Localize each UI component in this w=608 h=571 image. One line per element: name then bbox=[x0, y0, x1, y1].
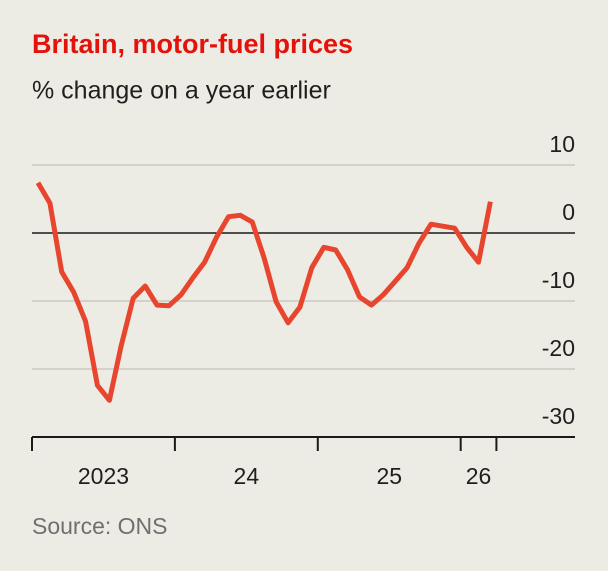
chart-title: Britain, motor-fuel prices bbox=[32, 29, 353, 59]
x-tick-label: 25 bbox=[376, 463, 402, 489]
y-tick-label: -20 bbox=[542, 335, 575, 361]
y-tick-label: 0 bbox=[562, 199, 575, 225]
source: Source: ONS bbox=[32, 513, 168, 539]
line-series bbox=[35, 181, 493, 403]
x-tick-label: 26 bbox=[466, 463, 492, 489]
y-tick-label: 10 bbox=[549, 131, 575, 157]
y-tick-label: -30 bbox=[542, 403, 575, 429]
y-tick-label: -10 bbox=[542, 267, 575, 293]
x-tick-label: 2023 bbox=[78, 463, 129, 489]
x-tick-label: 24 bbox=[234, 463, 260, 489]
chart-subtitle: % change on a year earlier bbox=[32, 77, 331, 105]
